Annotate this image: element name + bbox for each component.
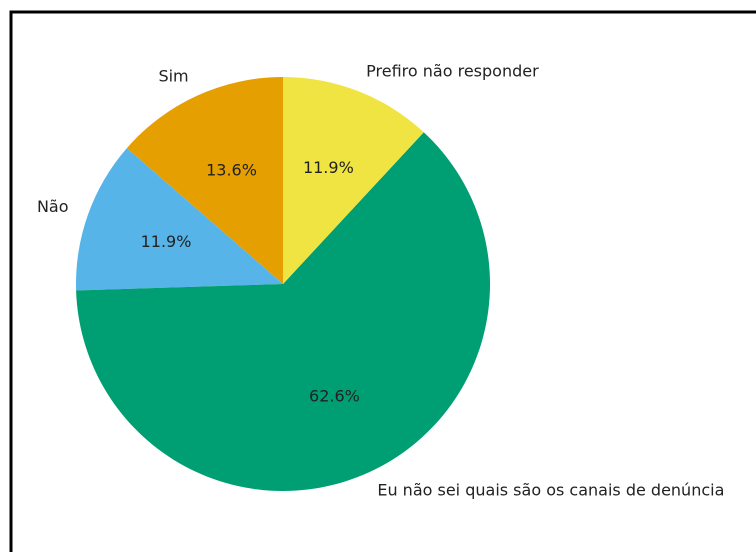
value-label: 11.9% [141, 232, 192, 251]
category-label: Eu não sei quais são os canais de denúnc… [377, 481, 724, 500]
pie-slice [283, 77, 424, 284]
category-label: Não [37, 197, 69, 216]
pie-slice [76, 132, 491, 492]
pie-slice [126, 77, 283, 284]
category-label: Sim [158, 66, 188, 85]
value-label: 13.6% [206, 160, 257, 179]
value-label: 62.6% [309, 387, 360, 406]
category-label: Prefiro não responder [366, 62, 539, 81]
pie-slice [76, 148, 283, 291]
value-label: 11.9% [303, 158, 354, 177]
